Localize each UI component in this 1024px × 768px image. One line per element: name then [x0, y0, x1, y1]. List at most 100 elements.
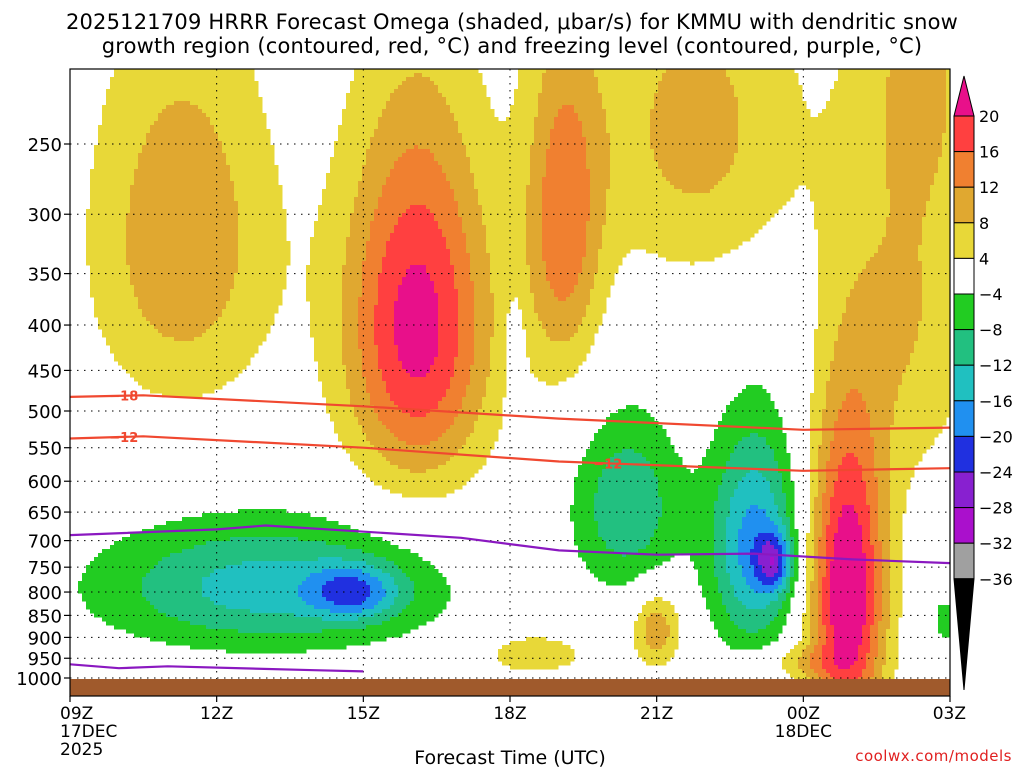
omega-cell [222, 285, 227, 290]
omega-cell [186, 249, 191, 254]
omega-cell [106, 341, 111, 346]
omega-cell [106, 297, 111, 302]
omega-cell [206, 521, 211, 526]
omega-cell [130, 589, 135, 594]
omega-cell [278, 569, 283, 574]
omega-cell [94, 577, 99, 582]
omega-cell [130, 125, 135, 130]
omega-cell [258, 321, 263, 326]
omega-cell [242, 553, 247, 558]
omega-cell [158, 201, 163, 206]
omega-cell [118, 157, 123, 162]
omega-cell [254, 97, 259, 102]
omega-cell [222, 305, 227, 310]
omega-cell [258, 213, 263, 218]
omega-cell [258, 125, 263, 130]
omega-cell [254, 345, 259, 350]
omega-cell [162, 209, 167, 214]
omega-cell [198, 141, 203, 146]
omega-cell [134, 357, 139, 362]
omega-cell [242, 609, 247, 614]
omega-cell [210, 249, 215, 254]
omega-cell [146, 373, 151, 378]
omega-cell [182, 365, 187, 370]
omega-cell [246, 605, 251, 610]
omega-cell [114, 241, 119, 246]
omega-cell [114, 261, 119, 266]
omega-cell [178, 293, 183, 298]
omega-cell [90, 197, 95, 202]
omega-cell [130, 273, 135, 278]
omega-cell [194, 197, 199, 202]
omega-cell [254, 529, 259, 534]
omega-cell [126, 305, 131, 310]
omega-cell [226, 277, 231, 282]
omega-cell [190, 73, 195, 78]
omega-cell [282, 253, 287, 258]
omega-cell [186, 385, 191, 390]
omega-cell [174, 609, 179, 614]
omega-cell [126, 89, 131, 94]
omega-cell [102, 233, 107, 238]
omega-cell [182, 237, 187, 242]
omega-cell [154, 553, 159, 558]
omega-cell [238, 333, 243, 338]
omega-cell [142, 97, 147, 102]
omega-cell [238, 213, 243, 218]
omega-cell [242, 113, 247, 118]
omega-cell [206, 209, 211, 214]
omega-cell [142, 325, 147, 330]
omega-cell [226, 569, 231, 574]
omega-cell [258, 197, 263, 202]
omega-cell [198, 161, 203, 166]
omega-cell [254, 173, 259, 178]
omega-cell [154, 581, 159, 586]
omega-cell [194, 205, 199, 210]
omega-cell [162, 549, 167, 554]
omega-cell [166, 225, 171, 230]
omega-cell [114, 225, 119, 230]
omega-cell [154, 297, 159, 302]
omega-cell [234, 521, 239, 526]
omega-cell [254, 313, 259, 318]
omega-cell [246, 85, 251, 90]
omega-cell [258, 189, 263, 194]
omega-cell [130, 365, 135, 370]
omega-cell [94, 213, 99, 218]
omega-cell [246, 337, 251, 342]
omega-cell [150, 69, 155, 74]
omega-cell [178, 365, 183, 370]
omega-cell [238, 97, 243, 102]
omega-cell [234, 233, 239, 238]
omega-cell [250, 297, 255, 302]
omega-cell [186, 253, 191, 258]
omega-cell [190, 293, 195, 298]
omega-cell [274, 537, 279, 542]
omega-cell [226, 101, 231, 106]
omega-cell [262, 233, 267, 238]
omega-cell [214, 157, 219, 162]
omega-cell [110, 229, 115, 234]
omega-cell [226, 289, 231, 294]
omega-cell [254, 153, 259, 158]
omega-cell [226, 541, 231, 546]
omega-cell [150, 73, 155, 78]
omega-cell [246, 297, 251, 302]
omega-cell [234, 129, 239, 134]
omega-cell [162, 617, 167, 622]
omega-cell [246, 77, 251, 82]
omega-cell [226, 333, 231, 338]
omega-cell [162, 633, 167, 638]
omega-cell [254, 537, 259, 542]
omega-cell [182, 593, 187, 598]
omega-cell [118, 289, 123, 294]
omega-cell [98, 569, 103, 574]
omega-cell [130, 249, 135, 254]
omega-cell [278, 217, 283, 222]
omega-cell [134, 293, 139, 298]
omega-cell [122, 225, 127, 230]
omega-cell [270, 181, 275, 186]
omega-cell [186, 629, 191, 634]
omega-cell [102, 609, 107, 614]
omega-cell [190, 197, 195, 202]
